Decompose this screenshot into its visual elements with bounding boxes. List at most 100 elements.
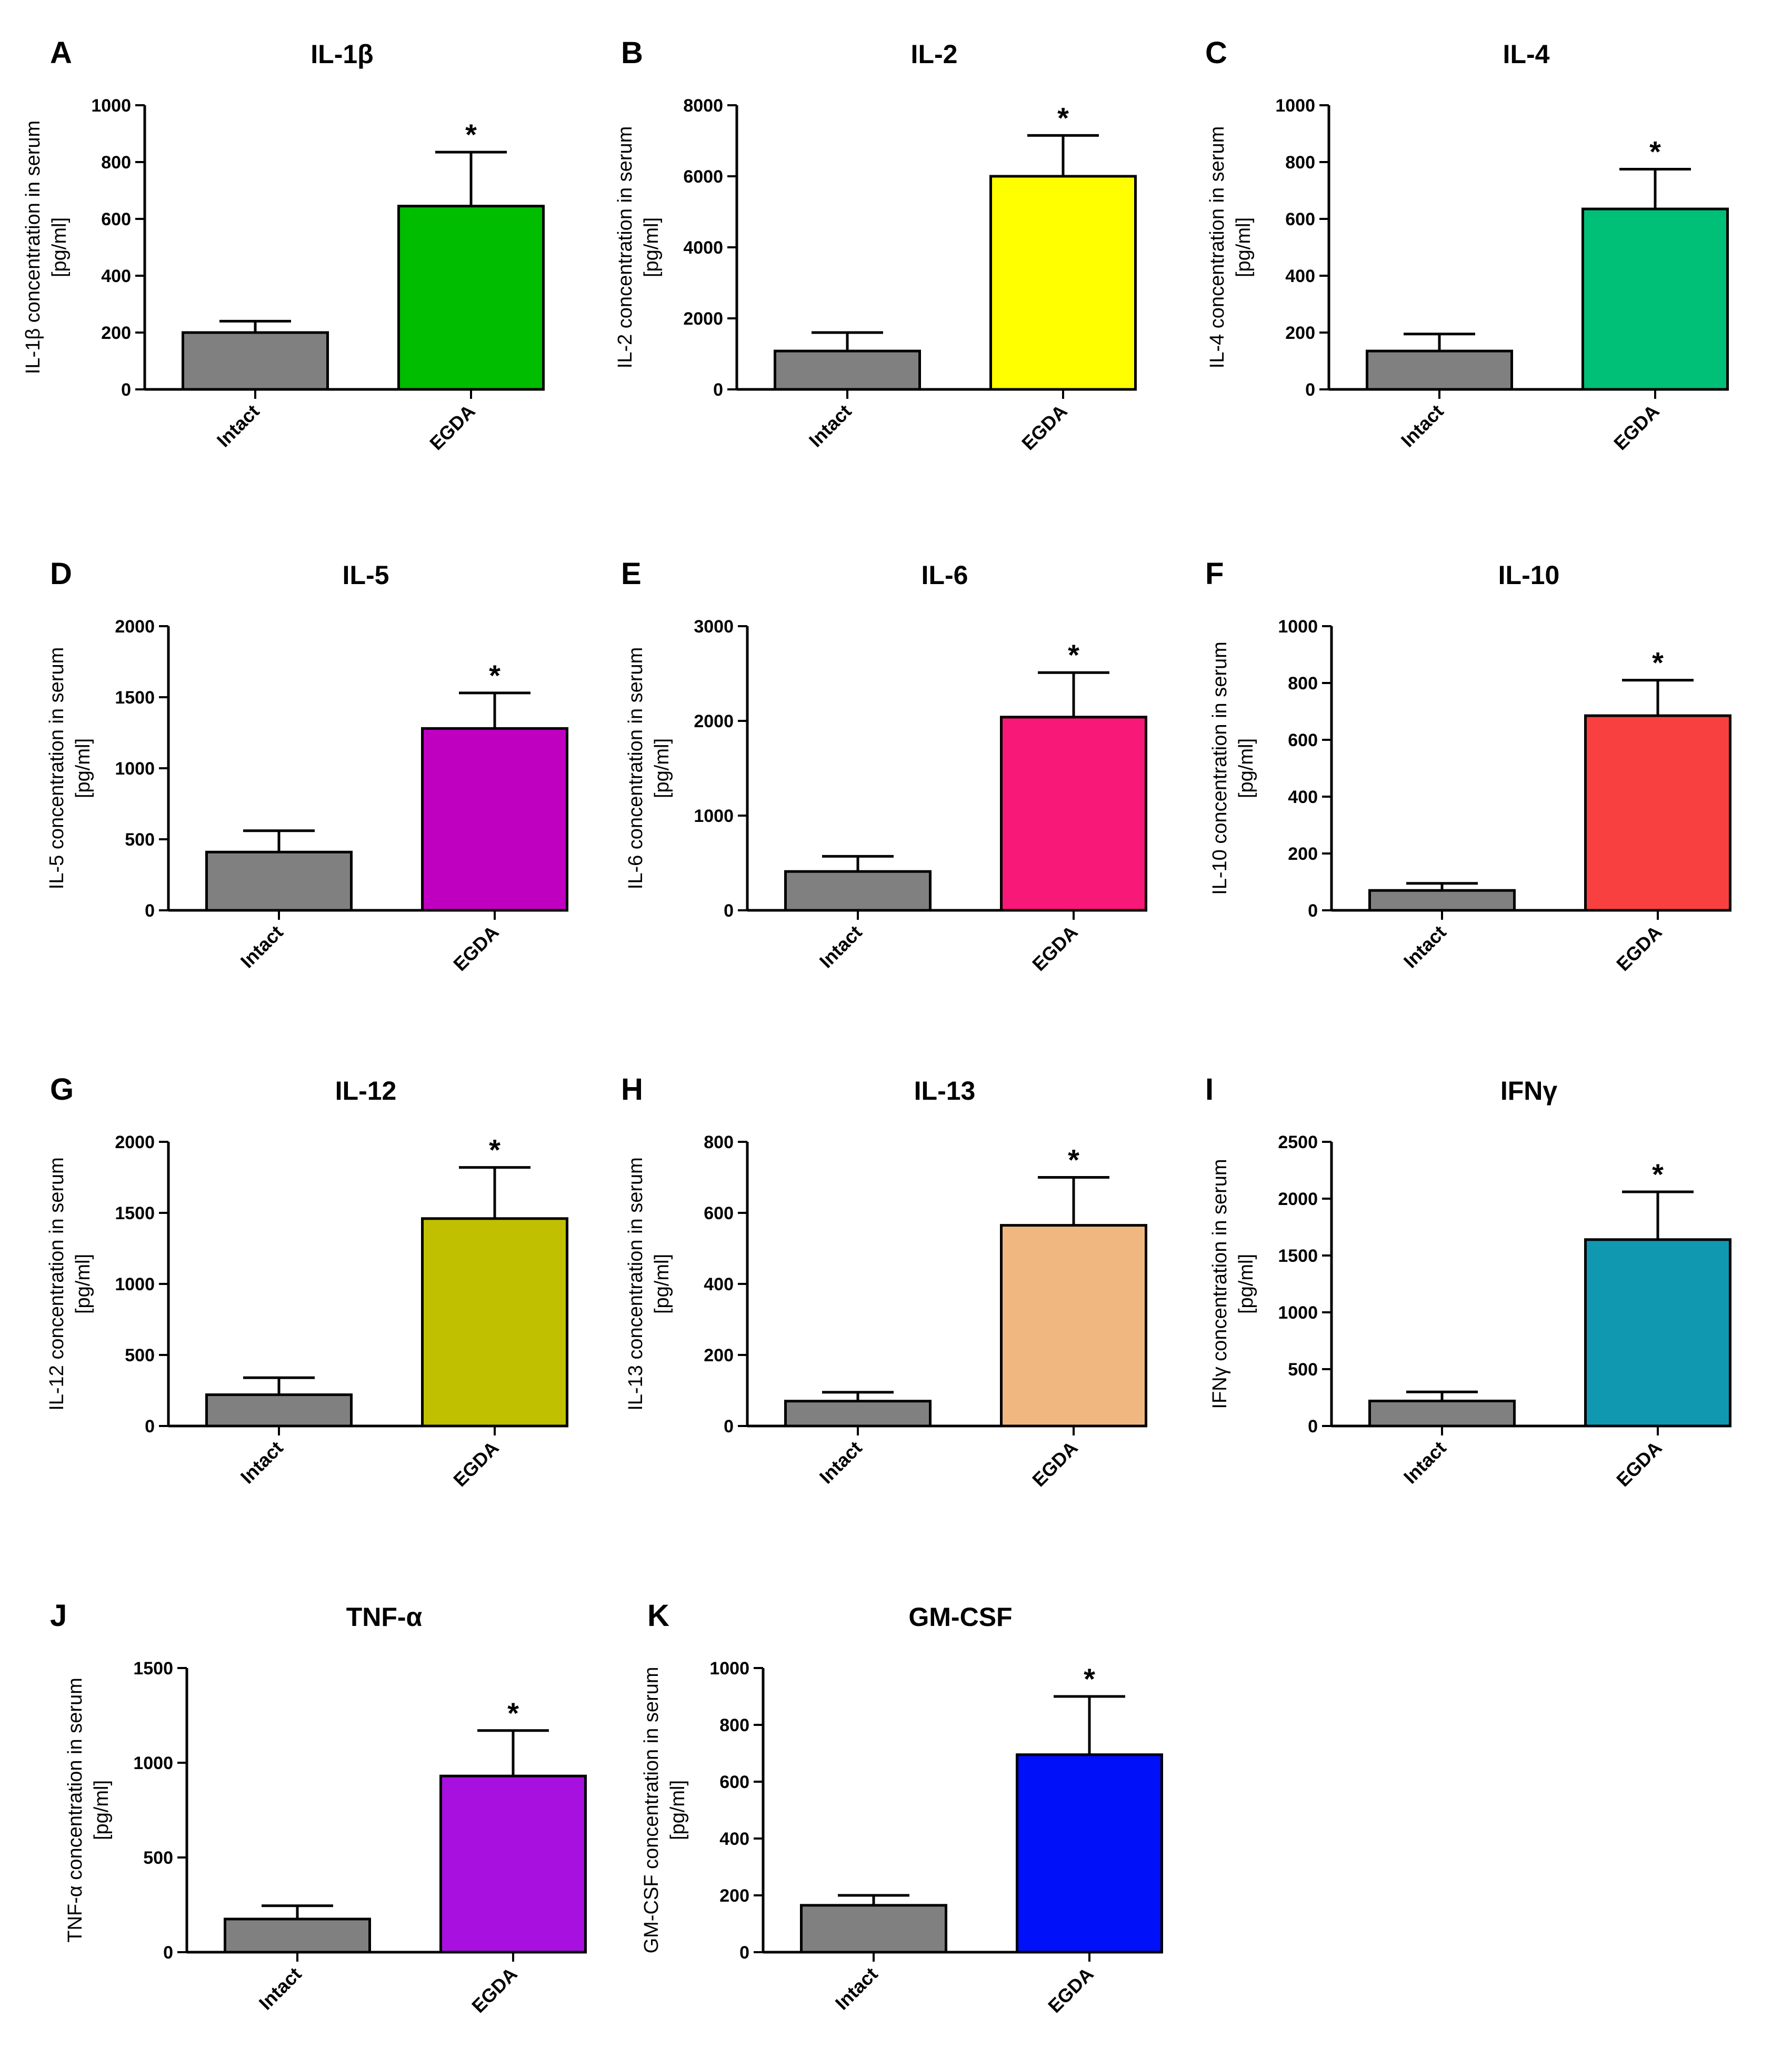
chart-title: IL-13 (914, 1076, 976, 1106)
y-tick-label: 500 (143, 1848, 173, 1868)
significance-marker: * (1649, 135, 1661, 168)
x-category-label-intact: Intact (1399, 1437, 1450, 1488)
y-tick-label: 400 (1288, 787, 1318, 807)
panel-b: B IL-2 0 2000 4000 6000 8000 IL-2 concentration… (614, 36, 1137, 455)
chart-title: IL-4 (1503, 39, 1550, 69)
bar-egda (1581, 207, 1729, 391)
y-tick-label: 400 (101, 266, 131, 286)
x-category-label-intact: Intact (236, 1437, 287, 1488)
x-category-label-egda: EGDA (1017, 400, 1072, 455)
y-axis-label: [pg/ml] (72, 1254, 94, 1314)
y-tick-label: 1500 (1278, 1246, 1318, 1266)
y-tick-label: 600 (1288, 730, 1318, 750)
y-tick-label: 600 (1285, 209, 1315, 229)
y-axis-label: [pg/ml] (651, 738, 673, 798)
significance-marker: * (489, 1133, 500, 1167)
significance-marker: * (507, 1696, 519, 1730)
chart-title: IL-5 (343, 560, 389, 590)
bar-egda (421, 727, 568, 912)
bar-intact (205, 1393, 353, 1428)
panel-letter: I (1205, 1072, 1214, 1107)
y-axis-label: IL-2 concentration in serum (614, 126, 636, 368)
panel-d: D IL-5 0 500 1000 1500 2000 IL-5 concentration … (46, 557, 568, 976)
y-tick-label: 800 (101, 153, 131, 173)
y-tick-label: 200 (1288, 844, 1318, 864)
y-tick-label: 2500 (1278, 1132, 1318, 1152)
panel-letter: B (621, 36, 643, 70)
bar-egda (1000, 716, 1147, 912)
panel-c: C IL-4 0 200 400 600 800 1000 IL-4 concentration… (1205, 36, 1729, 455)
x-category-label-egda: EGDA (1028, 921, 1082, 976)
bar-intact (784, 870, 932, 912)
y-tick-label: 2000 (1278, 1189, 1318, 1209)
panel-letter: G (50, 1072, 74, 1107)
chart-title: IFNγ (1500, 1076, 1558, 1106)
x-category-label-egda: EGDA (449, 921, 503, 976)
y-tick-label: 6000 (683, 167, 723, 187)
y-axis-label: IL-1β concentration in serum (22, 120, 44, 374)
bar-egda (1584, 1238, 1731, 1428)
panel-i: I IFNγ 0 500 1000 1500 2000 2500 IFNγ concentrat… (1205, 1072, 1731, 1491)
panel-letter: K (647, 1599, 669, 1633)
y-axis-label: IFNγ concentration in serum (1209, 1159, 1231, 1409)
bar-egda (989, 175, 1137, 391)
y-axis-label: [pg/ml] (651, 1254, 673, 1314)
y-tick-label: 400 (1285, 266, 1315, 286)
chart-title: IL-2 (911, 39, 958, 69)
significance-marker: * (1057, 101, 1069, 134)
y-tick-label: 0 (739, 1943, 749, 1963)
x-category-label-egda: EGDA (1612, 921, 1666, 976)
bar-intact (182, 331, 329, 391)
y-tick-label: 8000 (683, 96, 723, 116)
x-category-label-intact: Intact (815, 1437, 866, 1488)
bar-egda (421, 1217, 568, 1428)
significance-marker: * (1068, 1143, 1079, 1177)
y-tick-label: 1500 (115, 688, 155, 708)
bar-intact (784, 1400, 932, 1428)
panel-h: H IL-13 0 200 400 600 800 IL-13 concentration i… (621, 1072, 1147, 1491)
y-axis-label: [pg/ml] (1235, 738, 1257, 798)
y-tick-label: 0 (121, 380, 131, 400)
panel-e: E IL-6 0 1000 2000 3000 IL-6 concentration in … (621, 557, 1147, 976)
bar-intact (1368, 1399, 1516, 1428)
chart-title: TNF-α (346, 1602, 423, 1632)
y-axis-label: [pg/ml] (1233, 217, 1255, 277)
significance-marker: * (1084, 1662, 1095, 1695)
chart-title: IL-6 (922, 560, 968, 590)
y-axis-label: IL-6 concentration in serum (625, 647, 647, 889)
x-category-label-egda: EGDA (1612, 1437, 1666, 1491)
x-category-label-egda: EGDA (425, 400, 479, 455)
y-tick-label: 1000 (1275, 96, 1315, 116)
significance-marker: * (1652, 1158, 1664, 1191)
y-tick-label: 0 (1308, 901, 1318, 921)
y-tick-label: 0 (145, 1417, 155, 1437)
panel-a: A IL-1β 0 200 400 600 800 1000 IL-1β concentrati… (22, 36, 545, 455)
y-tick-label: 400 (704, 1274, 734, 1294)
significance-marker: * (1652, 646, 1664, 679)
y-tick-label: 2000 (115, 1132, 155, 1152)
y-axis-label: [pg/ml] (667, 1780, 689, 1840)
y-tick-label: 800 (1285, 153, 1315, 173)
y-tick-label: 1000 (133, 1753, 173, 1773)
y-tick-label: 0 (724, 901, 734, 921)
x-category-label-intact: Intact (805, 400, 856, 451)
y-axis-label: [pg/ml] (1235, 1254, 1257, 1314)
y-tick-label: 3000 (694, 617, 734, 637)
x-category-label-egda: EGDA (1028, 1437, 1082, 1491)
x-category-label-egda: EGDA (467, 1963, 522, 2017)
x-category-label-intact: Intact (1397, 400, 1448, 451)
y-tick-label: 0 (1305, 380, 1315, 400)
y-axis-label: IL-4 concentration in serum (1206, 126, 1228, 368)
bar-intact (1368, 889, 1516, 912)
bar-intact (800, 1904, 947, 1954)
panel-letter: F (1205, 557, 1224, 591)
y-tick-label: 200 (704, 1345, 734, 1365)
chart-title: IL-10 (1498, 560, 1560, 590)
x-category-label-egda: EGDA (1609, 400, 1664, 455)
y-tick-label: 1000 (115, 759, 155, 779)
bar-egda (439, 1774, 587, 1954)
panel-letter: C (1205, 36, 1227, 70)
bar-egda (1000, 1224, 1147, 1428)
y-tick-label: 4000 (683, 238, 723, 258)
